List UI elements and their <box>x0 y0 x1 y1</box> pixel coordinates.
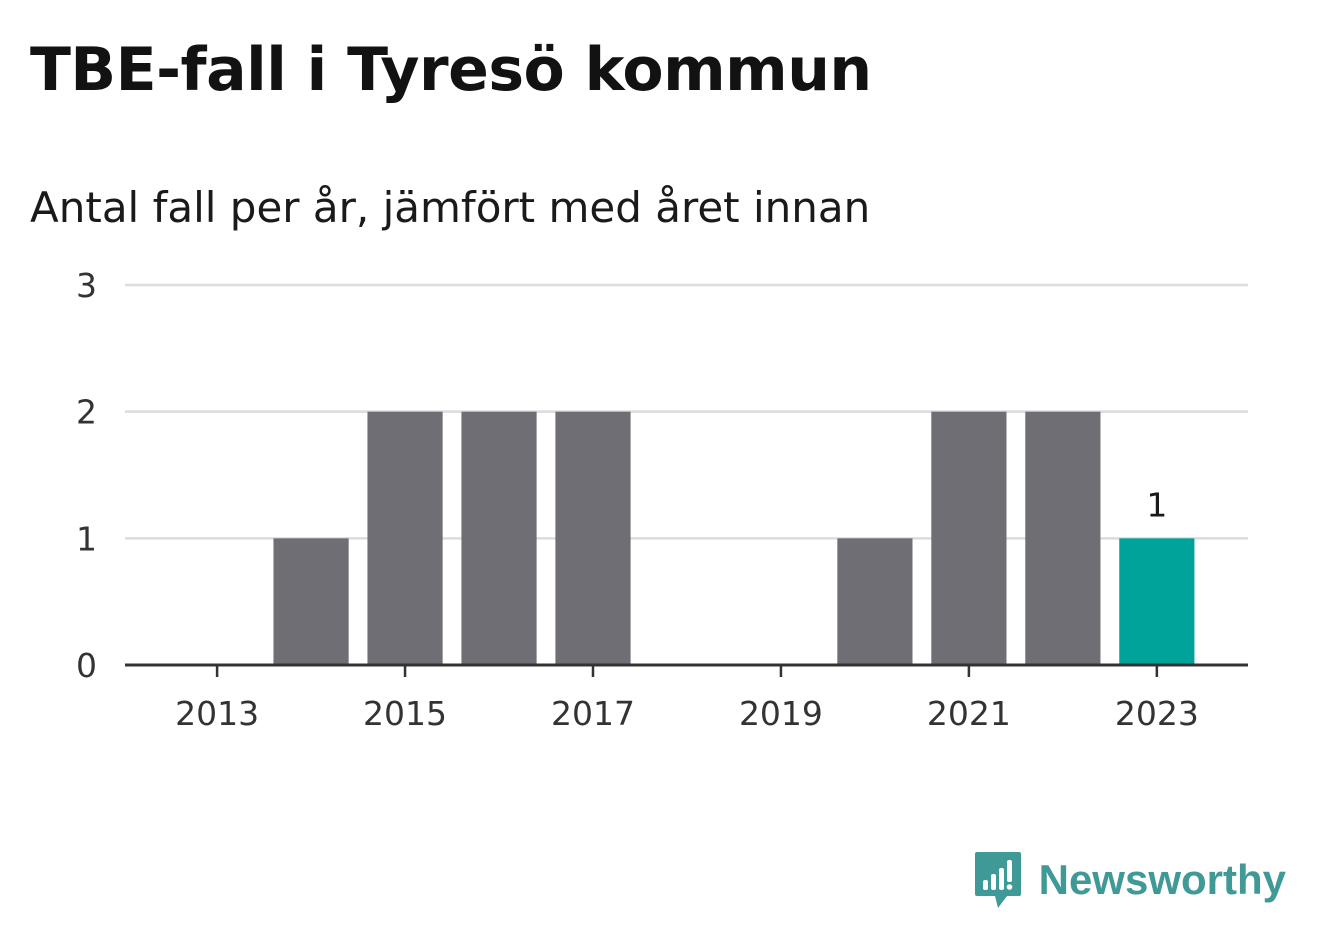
bar-2014 <box>273 538 349 665</box>
x-tick-label-2021: 2021 <box>927 694 1011 733</box>
newsworthy-chart-bubble-icon <box>974 852 1021 908</box>
x-tick-label-2019: 2019 <box>739 694 823 733</box>
x-tick-label-2015: 2015 <box>363 694 447 733</box>
bar-2017 <box>555 411 631 665</box>
bar-2016 <box>461 411 537 665</box>
x-tick-label-2017: 2017 <box>551 694 635 733</box>
logo-text: Newsworthy <box>1038 856 1286 903</box>
bar-2021 <box>931 411 1007 665</box>
bars <box>273 411 1195 665</box>
y-tick-label-0: 0 <box>76 646 97 685</box>
x-tick-label-2013: 2013 <box>175 694 259 733</box>
labels: 0 1 2 3 1 2013 2015 2017 2019 2021 2023 <box>76 266 1199 733</box>
y-tick-label-2: 2 <box>76 393 97 432</box>
y-tick-label-3: 3 <box>76 266 97 305</box>
y-tick-label-1: 1 <box>76 519 97 558</box>
axes <box>125 663 1248 677</box>
value-label-2023: 1 <box>1146 485 1167 524</box>
x-tick-label-2023: 2023 <box>1115 694 1199 733</box>
bar-2023 <box>1119 538 1195 665</box>
bar-2022 <box>1025 411 1101 665</box>
bar-2015 <box>367 411 443 665</box>
newsworthy-logo: Newsworthy <box>973 850 1286 910</box>
chart-subtitle: Antal fall per år, jämfört med året inna… <box>30 183 871 232</box>
bar-2020 <box>837 538 913 665</box>
chart-title: TBE-fall i Tyresö kommun <box>30 35 872 105</box>
